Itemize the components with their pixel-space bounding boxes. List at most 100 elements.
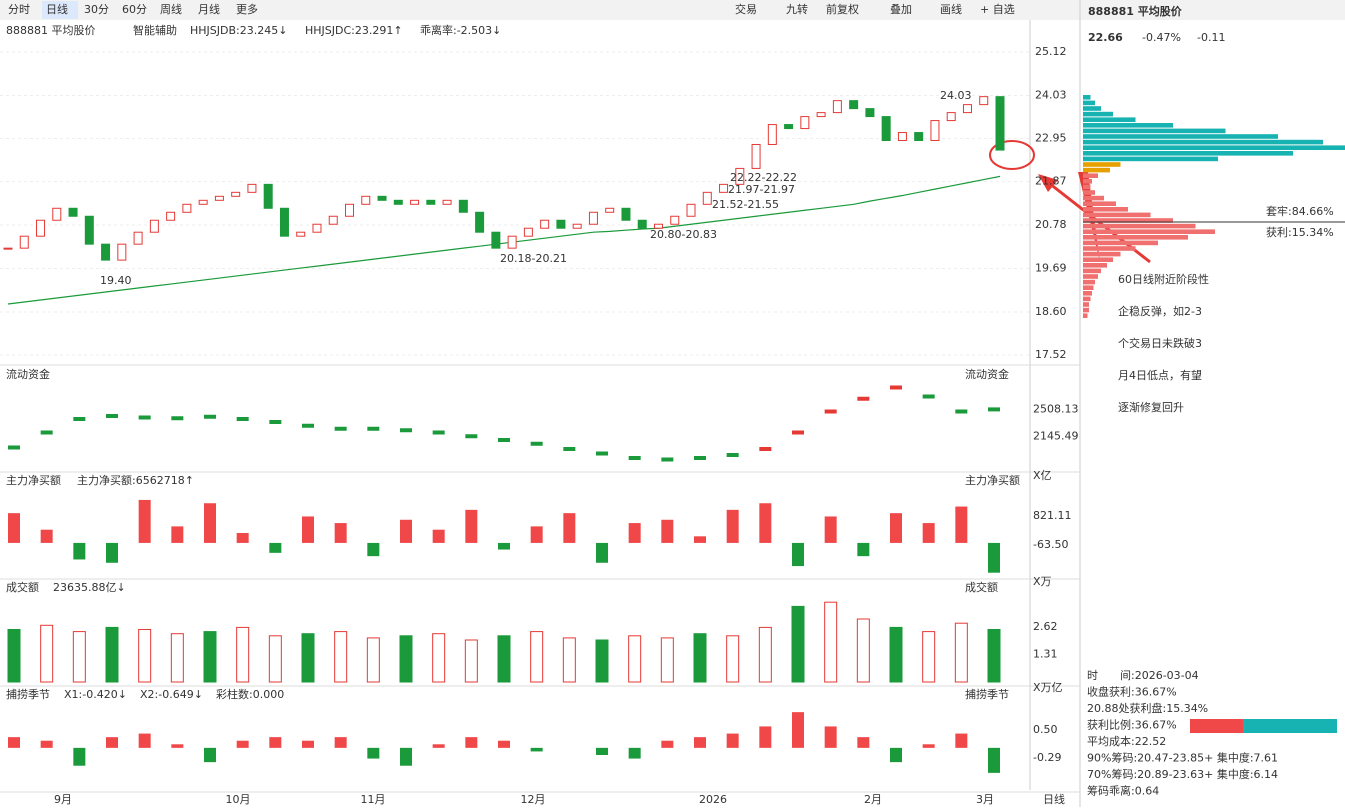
y-tick-label: 821.11 xyxy=(1033,509,1072,522)
volume-bar xyxy=(366,637,380,683)
hunt-bar xyxy=(857,737,870,748)
tab[interactable]: 更多 xyxy=(236,2,258,16)
flow-point xyxy=(563,447,576,451)
y-tick-label: 19.69 xyxy=(1035,261,1067,274)
netbuy-bar xyxy=(628,523,641,543)
panel-title: 成交额 xyxy=(6,580,39,594)
chip-bar xyxy=(1083,257,1113,262)
volume-bar xyxy=(791,605,805,683)
chip-bar xyxy=(1083,263,1107,268)
candle xyxy=(361,195,371,205)
side-change: -0.11 xyxy=(1197,31,1225,44)
unit-label: X亿 xyxy=(1033,469,1052,482)
toolbar-button[interactable]: 前复权 xyxy=(826,2,859,16)
legend-item: 乖离率:-2.503↓ xyxy=(420,23,501,37)
chip-bar xyxy=(1083,251,1121,257)
info-line: 获利比例:36.67% xyxy=(1087,718,1177,732)
candle xyxy=(865,108,875,118)
candle xyxy=(279,207,289,237)
candle xyxy=(979,96,989,106)
price-note: 24.03 xyxy=(940,89,972,102)
candle xyxy=(214,195,224,201)
flow-point xyxy=(824,409,837,414)
netbuy-bar xyxy=(498,542,510,550)
unit-label: X万亿 xyxy=(1033,681,1063,694)
toolbar-button[interactable]: 叠加 xyxy=(890,3,912,16)
volume-bar xyxy=(236,626,250,683)
y-tick-label: 25.12 xyxy=(1035,45,1067,58)
netbuy-bar xyxy=(922,523,935,543)
y-tick-label: -63.50 xyxy=(1033,538,1068,551)
candle xyxy=(816,112,826,118)
tab[interactable]: 分时 xyxy=(8,3,30,16)
y-tick-label: -0.29 xyxy=(1033,751,1061,764)
chip-bar xyxy=(1083,195,1104,201)
panel-title-right: 流动资金 xyxy=(965,367,1009,381)
y-tick-label: 20.78 xyxy=(1035,218,1067,231)
price-note: 22.22-22.22 xyxy=(730,171,797,184)
chip-bar xyxy=(1083,296,1091,302)
hunt-bar xyxy=(890,747,902,763)
legend-item: HHJSJDB:23.245↓ xyxy=(190,24,287,37)
netbuy-bar xyxy=(824,516,837,543)
legend-item: 主力净买额:6562718↑ xyxy=(77,473,194,487)
hunt-bar xyxy=(73,747,86,766)
candle xyxy=(605,207,615,213)
chip-bar xyxy=(1083,218,1173,223)
volume-bar xyxy=(464,639,478,683)
y-tick-label: 2.62 xyxy=(1033,620,1058,633)
hunt-bar xyxy=(302,740,314,748)
volume-bar xyxy=(889,626,903,683)
chip-bar xyxy=(1083,313,1088,318)
flow-point xyxy=(465,434,478,439)
netbuy-bar xyxy=(465,509,478,543)
candle xyxy=(101,243,111,261)
toolbar-button[interactable]: + 自选 xyxy=(980,3,1015,16)
toolbar-button[interactable]: 九转 xyxy=(786,2,808,16)
flow-point xyxy=(334,426,347,431)
flow-point xyxy=(138,415,151,420)
chip-bar xyxy=(1083,223,1196,229)
hunt-bar xyxy=(596,747,608,755)
tab[interactable]: 60分 xyxy=(122,3,147,16)
hunt-bar xyxy=(628,747,641,759)
annotation: 企稳反弹，如2-3 xyxy=(1118,304,1202,318)
chip-bar xyxy=(1083,179,1092,184)
tab[interactable]: 日线 xyxy=(46,2,68,16)
chip-bar xyxy=(1083,123,1173,128)
x-tick-label: 12月 xyxy=(521,793,546,806)
tab[interactable]: 月线 xyxy=(198,2,220,16)
y-tick-label: 1.31 xyxy=(1033,647,1058,660)
toolbar-button[interactable]: 画线 xyxy=(940,2,962,16)
info-line: 筹码乖离:0.64 xyxy=(1087,784,1159,798)
flow-point xyxy=(236,417,249,421)
hunt-bar xyxy=(922,744,935,748)
tab[interactable]: 周线 xyxy=(160,2,182,16)
volume-bar xyxy=(562,637,576,683)
candle xyxy=(84,215,94,245)
tab[interactable]: 30分 xyxy=(84,3,109,16)
toolbar-button[interactable]: 交易 xyxy=(735,2,757,16)
netbuy-bar xyxy=(171,526,184,543)
candle xyxy=(702,191,712,205)
volume-bar xyxy=(824,601,838,683)
candle xyxy=(231,191,241,197)
chip-bar xyxy=(1083,151,1293,156)
hunt-bar xyxy=(988,747,1000,773)
candle xyxy=(491,231,501,249)
volume-bar xyxy=(432,633,446,683)
netbuy-bar xyxy=(530,526,543,543)
chip-bar xyxy=(1083,302,1089,307)
volume-bar xyxy=(105,626,119,683)
candle xyxy=(393,199,403,205)
hunt-bar xyxy=(726,733,739,748)
volume-bar xyxy=(40,624,54,683)
side-pct: -0.47% xyxy=(1142,31,1181,44)
hunt-bar xyxy=(8,737,20,748)
period-label[interactable]: 日线 xyxy=(1043,792,1065,806)
netbuy-bar xyxy=(334,523,347,543)
hunt-bar xyxy=(465,737,478,748)
chip-bar xyxy=(1083,173,1098,178)
x-tick-label: 2月 xyxy=(864,793,882,806)
netbuy-bar xyxy=(792,542,804,567)
